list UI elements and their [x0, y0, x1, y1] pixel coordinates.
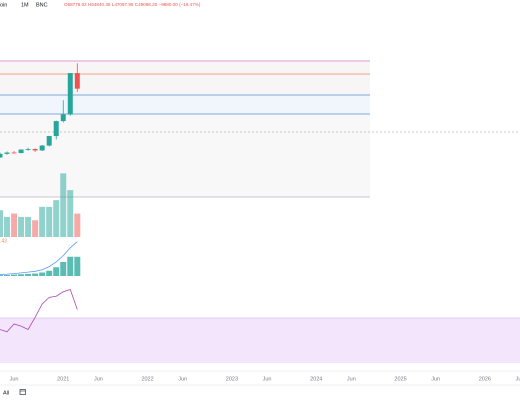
volume-bar: [74, 213, 81, 237]
candle-body: [67, 73, 73, 115]
zone: [0, 62, 370, 95]
zone: [0, 95, 370, 114]
calendar-icon[interactable]: [19, 389, 26, 395]
candle-body: [46, 136, 52, 146]
histogram-bar: [39, 272, 46, 276]
volume-bar: [46, 206, 53, 237]
x-tick-label: Jun: [516, 376, 520, 382]
rsi-band: [0, 318, 520, 363]
histogram-bar: [60, 262, 67, 276]
x-tick-label: 2026: [479, 376, 491, 382]
x-tick-label: 2022: [141, 376, 153, 382]
trend-line: [0, 241, 78, 275]
candle-body: [74, 73, 80, 89]
x-tick-label: Jun: [10, 376, 19, 382]
x-tick-label: 2024: [310, 376, 322, 382]
volume-bar: [60, 173, 67, 237]
candle-body: [11, 152, 17, 154]
volume-bar: [25, 216, 32, 237]
exchange: BNC: [36, 2, 48, 8]
indicator-value: .43: [0, 238, 7, 244]
x-tick-label: 2023: [226, 376, 238, 382]
histogram-bar: [53, 267, 60, 276]
histogram-bar: [25, 273, 32, 276]
candle-body: [0, 153, 3, 158]
candle-body: [32, 149, 38, 151]
volume-bar: [4, 216, 11, 237]
volume-bar: [67, 190, 74, 237]
volume-bar: [18, 216, 25, 237]
candle-body: [25, 149, 31, 150]
histogram-bar: [0, 275, 3, 276]
x-tick-label: Jun: [178, 376, 187, 382]
volume-bar: [39, 206, 46, 237]
histogram-bar: [32, 273, 39, 276]
x-tick-label: 2025: [394, 376, 406, 382]
x-tick-label: Jun: [94, 376, 103, 382]
candle-body: [4, 152, 10, 154]
x-tick-label: 2021: [57, 376, 69, 382]
histogram-bar: [46, 270, 53, 276]
x-tick-label: Jun: [431, 376, 440, 382]
histogram-bar: [4, 274, 11, 276]
ohlc-readout: O58776.02 H64840.36 L47097.95 C49098.20 …: [64, 2, 201, 7]
histogram-bar: [18, 274, 25, 276]
symbol: oin: [0, 2, 7, 8]
volume-bar: [53, 200, 60, 237]
range-button[interactable]: All: [3, 390, 9, 396]
rsi-line: [0, 289, 78, 333]
x-tick-label: Jun: [263, 376, 272, 382]
histogram-bar: [67, 256, 74, 276]
interval: 1M: [21, 2, 29, 8]
candle-body: [53, 121, 59, 137]
volume-bar: [32, 220, 39, 237]
volume-bar: [0, 210, 3, 237]
candle-body: [39, 145, 45, 151]
candle-body: [18, 149, 24, 154]
volume-bar: [11, 213, 18, 237]
x-tick-label: Jun: [347, 376, 356, 382]
plot: Jun 2021 Jun 2022 Jun 2023 Jun 2024 Jun 2025 Jun 20…: [0, 63, 520, 382]
candle-body: [60, 114, 66, 122]
histogram-bar: [74, 256, 81, 276]
histogram-bar: [11, 274, 18, 276]
